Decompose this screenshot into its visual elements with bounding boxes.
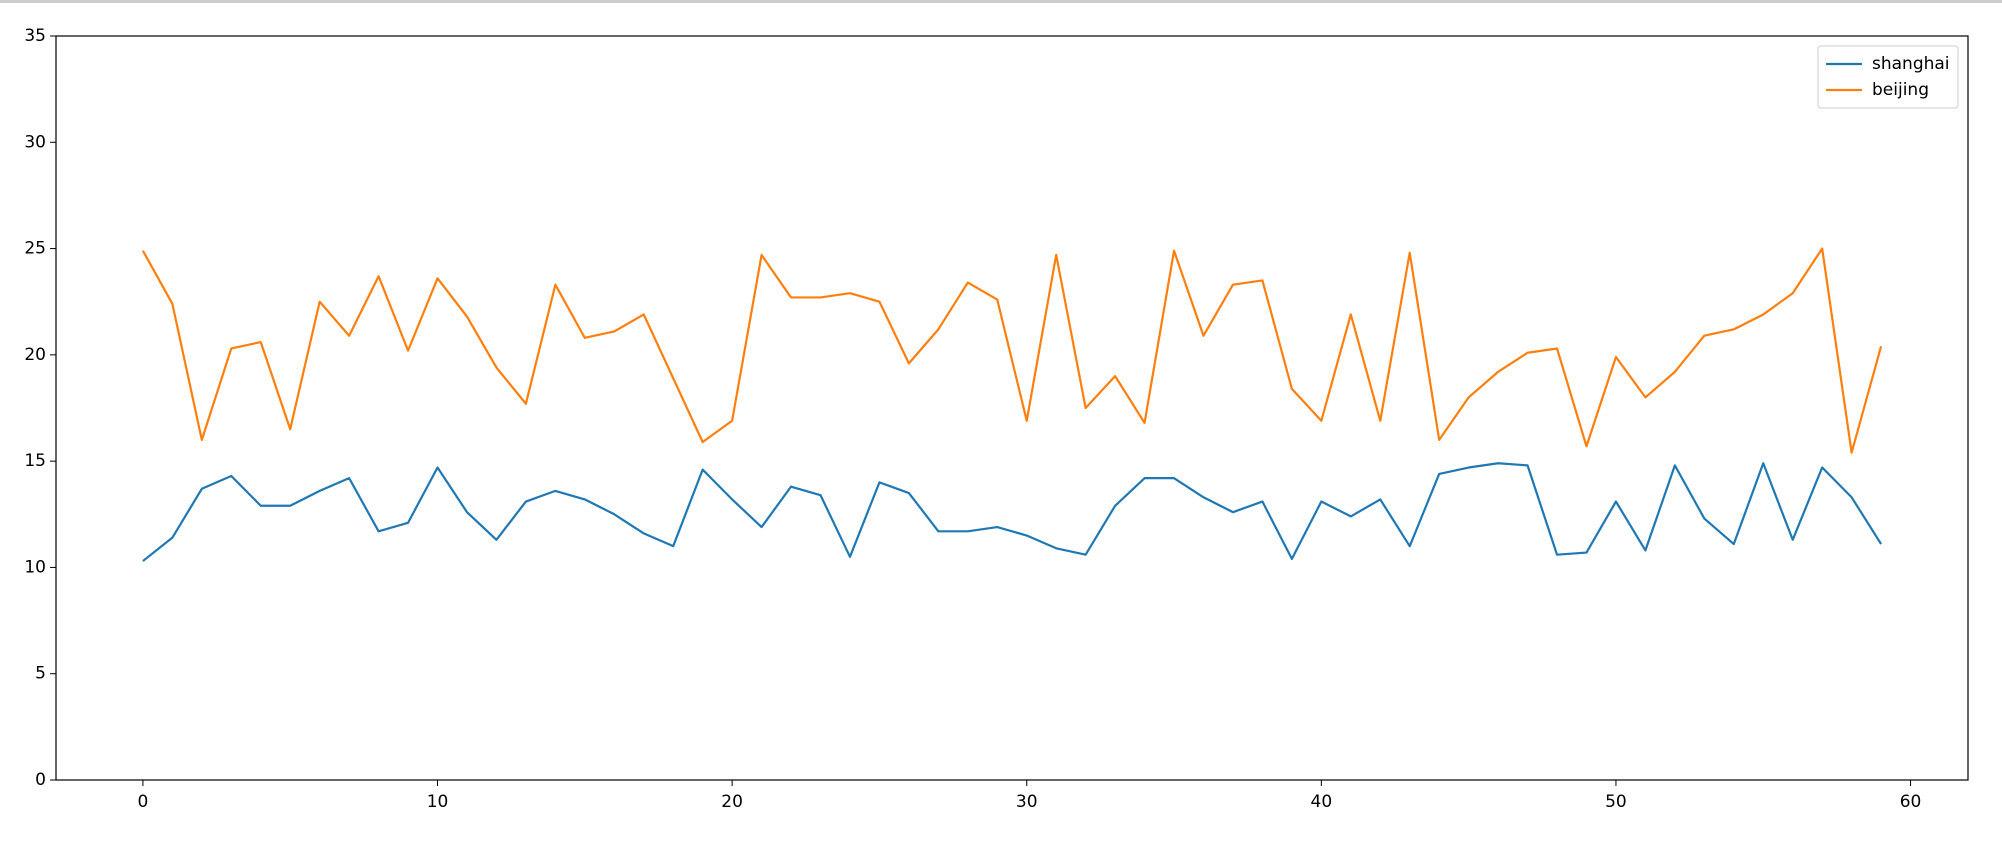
y-tick-label: 5 [35, 664, 46, 684]
line-series [142, 462, 1883, 562]
y-tick-label: 0 [35, 770, 46, 790]
y-tick-label: 35 [24, 26, 46, 46]
window-edge [0, 0, 2002, 3]
y-tick-label: 30 [24, 132, 46, 152]
x-tick-label: 0 [137, 792, 148, 812]
plot-frame [55, 35, 1969, 781]
x-tick-label: 50 [1605, 792, 1627, 812]
legend-label: beijing [1872, 80, 1929, 100]
line-series [141, 247, 1883, 454]
x-tick-label: 40 [1311, 792, 1333, 812]
y-tick-label: 15 [24, 451, 46, 471]
legend-label: shanghai [1872, 54, 1950, 74]
x-tick-label: 30 [1016, 792, 1038, 812]
x-tick-label: 20 [721, 792, 743, 812]
y-tick-label: 25 [24, 239, 46, 259]
legend-box [1817, 45, 1959, 109]
y-tick-label: 20 [24, 345, 46, 365]
x-tick-label: 60 [1900, 792, 1922, 812]
y-tick-label: 10 [24, 557, 46, 577]
x-tick-label: 10 [427, 792, 449, 812]
